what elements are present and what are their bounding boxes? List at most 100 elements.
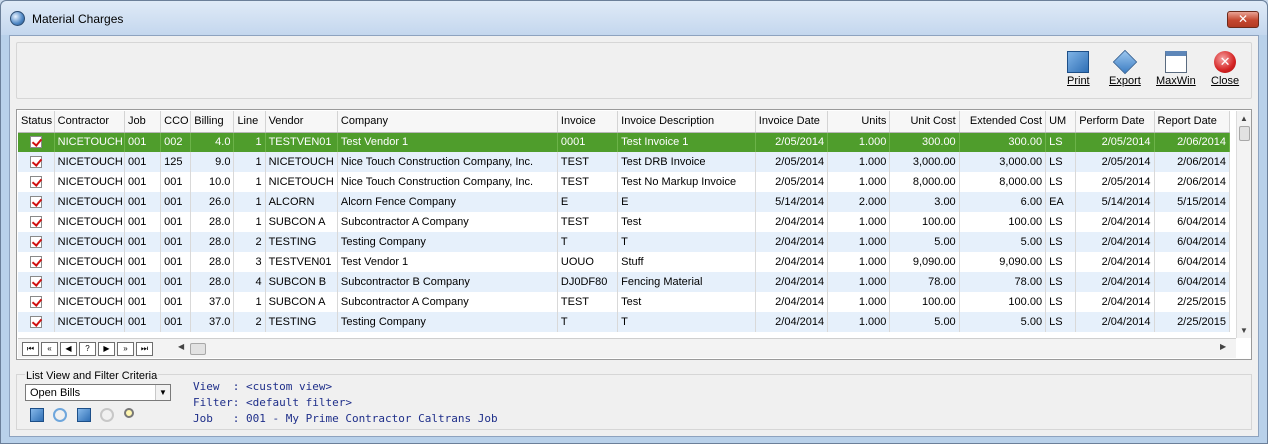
status-checkbox[interactable] bbox=[29, 136, 42, 149]
cell-inv-date: 5/14/2014 bbox=[755, 192, 829, 212]
status-checkbox[interactable] bbox=[29, 296, 42, 309]
column-header[interactable]: Line bbox=[233, 111, 266, 133]
status-cell[interactable] bbox=[18, 272, 55, 292]
prev-record-button[interactable]: ◀ bbox=[60, 342, 77, 356]
column-header[interactable]: UM bbox=[1045, 111, 1077, 133]
table-row[interactable]: NICETOUCH 001 001 28.0 2 TESTING Testing Compa… bbox=[18, 232, 1231, 252]
table-row[interactable]: NICETOUCH 001 125 9.0 1 NICETOUCH Nice Touch C… bbox=[18, 152, 1231, 172]
cell-vendor: TESTING bbox=[265, 232, 338, 252]
cell-line: 2 bbox=[233, 232, 266, 252]
status-cell[interactable] bbox=[18, 152, 55, 172]
maxwin-button[interactable]: MaxWin bbox=[1156, 51, 1196, 87]
cell-desc: Stuff bbox=[617, 252, 756, 272]
column-header[interactable]: Job bbox=[124, 111, 162, 133]
status-checkbox[interactable] bbox=[29, 316, 42, 329]
cell-billing: 9.0 bbox=[190, 152, 235, 172]
status-checkbox[interactable] bbox=[29, 196, 42, 209]
column-header[interactable]: Unit Cost bbox=[889, 111, 960, 133]
column-header[interactable]: CCO bbox=[160, 111, 192, 133]
export-button[interactable]: Export bbox=[1109, 49, 1141, 87]
status-checkbox[interactable] bbox=[29, 216, 42, 229]
status-checkbox[interactable] bbox=[29, 176, 42, 189]
column-header[interactable]: Extended Cost bbox=[959, 111, 1047, 133]
scroll-up-icon[interactable]: ▲ bbox=[1240, 114, 1248, 123]
save-view-icon[interactable] bbox=[30, 408, 44, 422]
table-row[interactable]: NICETOUCH 001 001 26.0 1 ALCORN Alcorn Fence C… bbox=[18, 192, 1231, 212]
cell-perform: 2/05/2014 bbox=[1075, 132, 1155, 152]
status-checkbox[interactable] bbox=[29, 256, 42, 269]
horizontal-scroll-thumb[interactable] bbox=[190, 343, 206, 355]
last-record-button[interactable]: ⏭ bbox=[136, 342, 153, 356]
cell-inv-date: 2/04/2014 bbox=[755, 292, 829, 312]
cell-ext-cost: 9,090.00 bbox=[959, 252, 1047, 272]
next-page-button[interactable]: » bbox=[117, 342, 134, 356]
cell-job: 001 bbox=[124, 232, 162, 252]
cell-billing: 28.0 bbox=[190, 252, 235, 272]
scroll-right-icon[interactable]: ▶ bbox=[1220, 342, 1227, 351]
scroll-left-icon[interactable]: ◀ bbox=[178, 342, 185, 351]
table-row[interactable]: NICETOUCH 001 001 10.0 1 NICETOUCH Nice Touch … bbox=[18, 172, 1231, 192]
table-row[interactable]: NICETOUCH 001 001 28.0 4 SUBCON B Subcontracto… bbox=[18, 272, 1231, 292]
help-button[interactable]: ? bbox=[79, 342, 96, 356]
vertical-scrollbar[interactable]: ▲ ▼ bbox=[1236, 111, 1251, 338]
column-header[interactable]: Invoice bbox=[557, 111, 619, 133]
refresh-icon[interactable] bbox=[53, 408, 67, 422]
table-row[interactable]: NICETOUCH 001 001 37.0 1 SUBCON A Subcontracto… bbox=[18, 292, 1231, 312]
scroll-down-icon[interactable]: ▼ bbox=[1240, 326, 1248, 335]
search-icon[interactable] bbox=[124, 408, 134, 418]
column-header[interactable]: Contractor bbox=[54, 111, 125, 133]
column-header[interactable]: Status bbox=[18, 111, 55, 133]
table-row[interactable]: NICETOUCH 001 001 28.0 3 TESTVEN01 Test Vendor… bbox=[18, 252, 1231, 272]
edit-view-icon[interactable] bbox=[77, 408, 91, 422]
print-button[interactable]: Print bbox=[1067, 51, 1090, 87]
status-checkbox[interactable] bbox=[29, 156, 42, 169]
cell-desc: Test No Markup Invoice bbox=[617, 172, 756, 192]
column-header[interactable]: Report Date bbox=[1154, 111, 1231, 133]
reset-icon[interactable] bbox=[100, 408, 114, 422]
cell-billing: 4.0 bbox=[190, 132, 235, 152]
status-cell[interactable] bbox=[18, 132, 55, 152]
status-cell[interactable] bbox=[18, 212, 55, 232]
status-cell[interactable] bbox=[18, 192, 55, 212]
column-header[interactable]: Perform Date bbox=[1075, 111, 1155, 133]
status-checkbox[interactable] bbox=[29, 276, 42, 289]
column-header[interactable]: Vendor bbox=[265, 111, 338, 133]
status-cell[interactable] bbox=[18, 172, 55, 192]
column-header[interactable]: Invoice Description bbox=[617, 111, 756, 133]
status-cell[interactable] bbox=[18, 312, 55, 332]
status-checkbox[interactable] bbox=[29, 236, 42, 249]
chevron-down-icon[interactable]: ▼ bbox=[155, 385, 170, 400]
vertical-scroll-thumb[interactable] bbox=[1239, 126, 1250, 141]
close-label: Close bbox=[1211, 75, 1240, 87]
table-row[interactable]: NICETOUCH 001 002 4.0 1 TESTVEN01 Test Vendor … bbox=[18, 132, 1231, 152]
prev-page-button[interactable]: « bbox=[41, 342, 58, 356]
column-header[interactable]: Billing bbox=[190, 111, 235, 133]
first-record-button[interactable]: ⏮ bbox=[22, 342, 39, 356]
cell-cco: 001 bbox=[160, 212, 192, 232]
cell-invoice: TEST bbox=[557, 292, 619, 312]
close-button[interactable]: ✕ Close bbox=[1211, 51, 1239, 87]
status-cell[interactable] bbox=[18, 232, 55, 252]
column-header[interactable]: Invoice Date bbox=[755, 111, 829, 133]
column-header[interactable]: Units bbox=[827, 111, 891, 133]
status-cell[interactable] bbox=[18, 292, 55, 312]
cell-units: 1.000 bbox=[827, 172, 891, 192]
cell-contractor: NICETOUCH bbox=[54, 212, 125, 232]
cell-um: LS bbox=[1045, 292, 1077, 312]
criteria-panel: List View and Filter Criteria Open Bills… bbox=[16, 370, 1252, 430]
cell-um: LS bbox=[1045, 312, 1077, 332]
cell-vendor: SUBCON A bbox=[265, 292, 338, 312]
window-close-button[interactable]: ✕ bbox=[1227, 11, 1259, 28]
view-select[interactable]: Open Bills ▼ bbox=[25, 384, 171, 401]
charges-grid: Status Contractor Job CCO Billing Line Vendor C… bbox=[16, 109, 1252, 360]
table-row[interactable]: NICETOUCH 001 001 37.0 2 TESTING Testing Compa… bbox=[18, 312, 1231, 332]
cell-line: 4 bbox=[233, 272, 266, 292]
client-area: Print Export MaxWin ✕ Close bbox=[9, 35, 1259, 437]
cell-company: Testing Company bbox=[337, 312, 558, 332]
status-cell[interactable] bbox=[18, 252, 55, 272]
cell-line: 2 bbox=[233, 312, 266, 332]
next-record-button[interactable]: ▶ bbox=[98, 342, 115, 356]
table-row[interactable]: NICETOUCH 001 001 28.0 1 SUBCON A Subcontracto… bbox=[18, 212, 1231, 232]
column-header[interactable]: Company bbox=[337, 111, 558, 133]
